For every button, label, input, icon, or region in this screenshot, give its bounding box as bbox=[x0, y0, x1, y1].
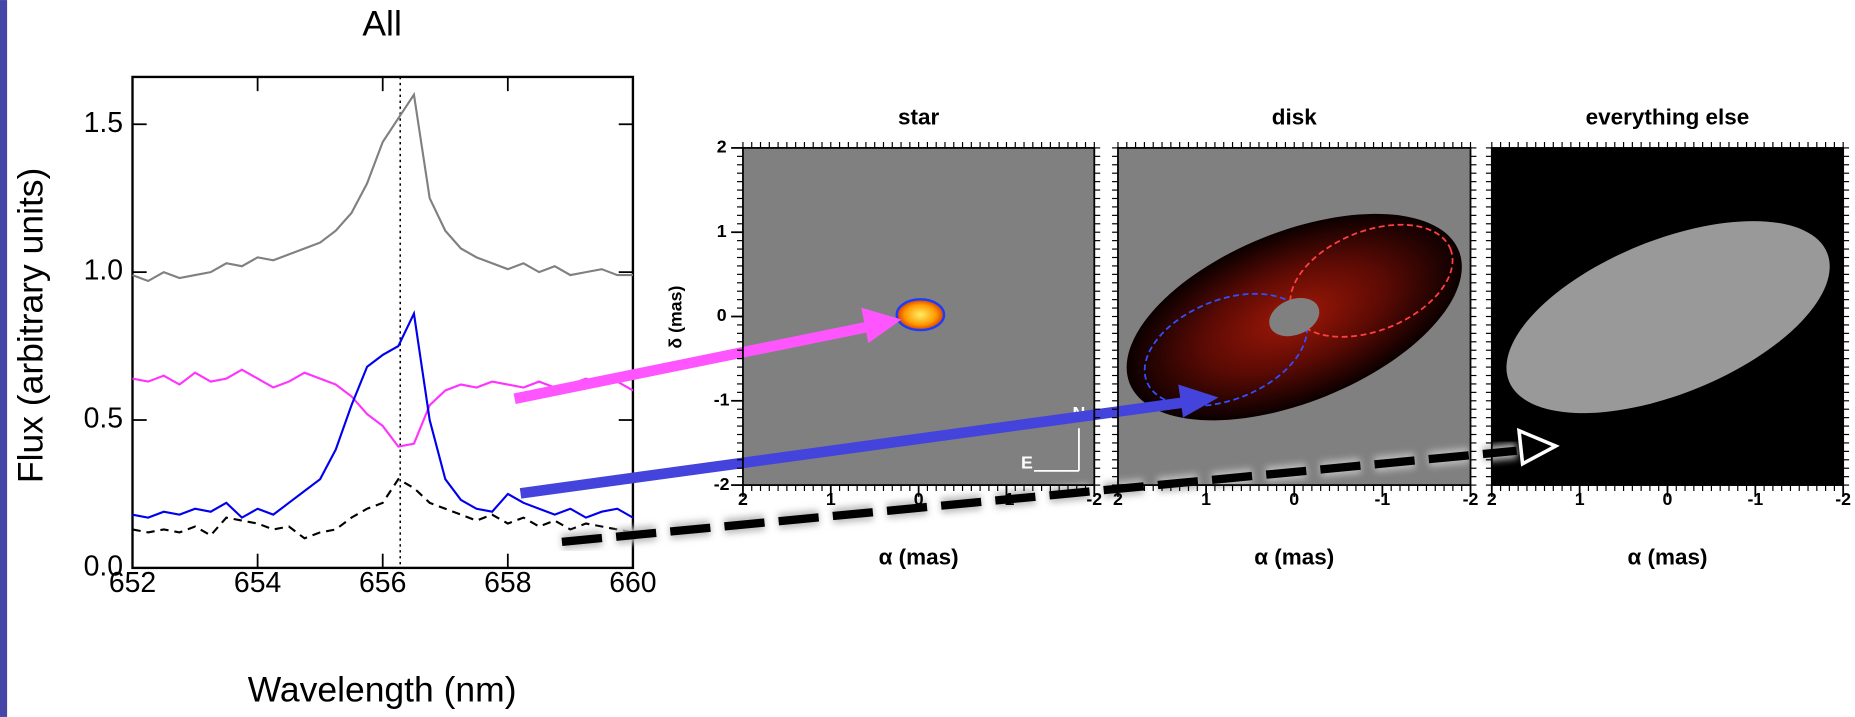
panel-title: everything else bbox=[1586, 104, 1750, 129]
panel-title: disk bbox=[1272, 104, 1317, 129]
panel-y-label: δ (mas) bbox=[665, 286, 685, 349]
y-tick-label: 0.0 bbox=[84, 550, 123, 582]
x-tick-label: 656 bbox=[359, 567, 406, 599]
x-tick-label: 658 bbox=[484, 567, 531, 599]
star-blob bbox=[897, 299, 944, 330]
y-tick-label: -1 bbox=[714, 389, 730, 409]
panel-imagery: N E bbox=[743, 148, 1855, 485]
x-tick-label: 0 bbox=[1663, 489, 1673, 509]
y-tick-label: 1 bbox=[717, 221, 727, 241]
x-tick-label: 2 bbox=[1113, 489, 1123, 509]
y-axis-label: Flux (arbitrary units) bbox=[11, 168, 51, 483]
y-tick-label: 1.5 bbox=[84, 107, 123, 139]
panel-title: star bbox=[898, 104, 939, 129]
y-tick-label: 0 bbox=[717, 305, 727, 325]
x-tick-label: 0 bbox=[1289, 489, 1299, 509]
x-tick-label: -1 bbox=[999, 489, 1015, 509]
x-tick-label: -2 bbox=[1835, 489, 1851, 509]
x-tick-label: 2 bbox=[1487, 489, 1497, 509]
x-tick-label: -1 bbox=[1374, 489, 1390, 509]
figure: All Wavelength (nm) Flux (arbitrary unit… bbox=[0, 0, 1855, 717]
x-tick-label: -1 bbox=[1747, 489, 1763, 509]
x-tick-label: 654 bbox=[234, 567, 281, 599]
x-axis-label: Wavelength (nm) bbox=[248, 669, 517, 709]
x-tick-label: 1 bbox=[1575, 489, 1585, 509]
panel-x-label: α (mas) bbox=[1254, 544, 1334, 569]
panel-x-label: α (mas) bbox=[1627, 544, 1707, 569]
x-tick-label: -2 bbox=[1086, 489, 1102, 509]
compass-east: E bbox=[1021, 452, 1033, 472]
x-tick-label: -2 bbox=[1463, 489, 1479, 509]
x-tick-label: 1 bbox=[1201, 489, 1211, 509]
x-tick-label: 2 bbox=[738, 489, 748, 509]
plot-frame bbox=[133, 77, 633, 568]
y-tick-label: 0.5 bbox=[84, 403, 123, 435]
side-bar bbox=[0, 0, 7, 717]
y-tick-label: -2 bbox=[714, 474, 730, 494]
y-tick-label: 2 bbox=[717, 137, 727, 157]
x-tick-label: 0 bbox=[914, 489, 924, 509]
y-tick-label: 1.0 bbox=[84, 255, 123, 287]
panel-x-label: α (mas) bbox=[879, 544, 959, 569]
x-tick-label: 1 bbox=[826, 489, 836, 509]
x-tick-label: 660 bbox=[609, 567, 656, 599]
line-chart: All Wavelength (nm) Flux (arbitrary unit… bbox=[11, 3, 657, 709]
chart-title: All bbox=[362, 3, 401, 43]
